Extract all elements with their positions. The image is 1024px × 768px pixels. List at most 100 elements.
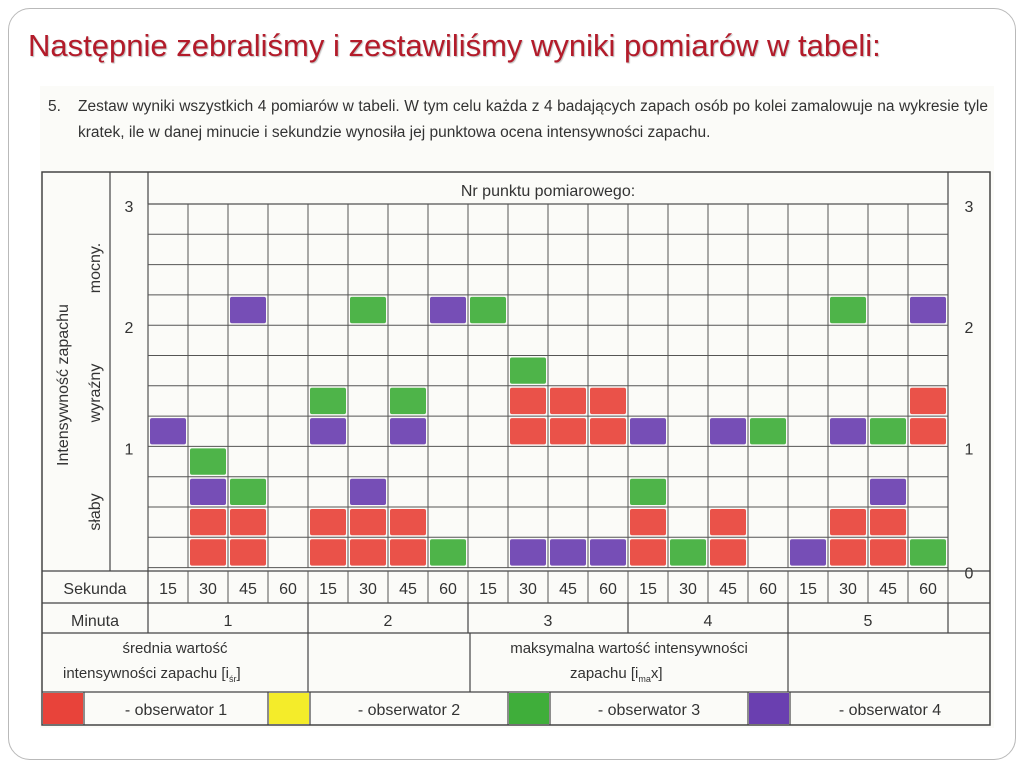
- minutes-row-label: Minuta: [71, 613, 119, 630]
- second-tick: 30: [519, 581, 537, 598]
- y-tick-right: 0: [965, 566, 974, 583]
- table-border: [41, 171, 991, 726]
- chart-cell-obserwator-1: [710, 539, 746, 566]
- second-tick: 30: [199, 581, 217, 598]
- second-tick: 60: [599, 581, 617, 598]
- second-tick: 45: [879, 581, 897, 598]
- chart-cell-obserwator-3: [910, 539, 946, 566]
- chart-cell-obserwator-1: [510, 387, 546, 415]
- chart-cell-obserwator-3: [310, 387, 346, 415]
- chart-cell-obserwator-4: [430, 296, 466, 324]
- y-tick-left: 1: [125, 441, 134, 458]
- chart-cell-obserwator-1: [390, 509, 426, 536]
- minute-tick: 4: [704, 613, 713, 630]
- y-tick-left: 2: [125, 320, 134, 337]
- chart-cell-obserwator-1: [590, 387, 626, 415]
- legend-label: - obserwator 4: [839, 702, 941, 719]
- chart-cell-obserwator-4: [590, 539, 626, 566]
- y-tick-right: 3: [965, 199, 974, 216]
- chart-cell-obserwator-1: [230, 539, 266, 566]
- second-tick: 15: [639, 581, 657, 598]
- chart-cell-obserwator-3: [510, 357, 546, 384]
- y-tick-right: 2: [965, 320, 974, 337]
- chart-cell-obserwator-1: [830, 509, 866, 536]
- minute-tick: 1: [224, 613, 233, 630]
- second-tick: 60: [759, 581, 777, 598]
- second-tick: 45: [719, 581, 737, 598]
- y-tick-right: 1: [965, 441, 974, 458]
- second-tick: 15: [479, 581, 497, 598]
- chart-cell-obserwator-1: [310, 539, 346, 566]
- chart-cell-obserwator-4: [910, 296, 946, 324]
- second-tick: 45: [239, 581, 257, 598]
- task-text: Zestaw wyniki wszystkich 4 pomiarów w ta…: [78, 98, 988, 141]
- chart-cell-obserwator-1: [190, 539, 226, 566]
- chart-cell-obserwator-4: [550, 539, 586, 566]
- chart-cell-obserwator-1: [550, 387, 586, 415]
- y-axis-title: Intensywność zapachu: [55, 304, 72, 466]
- chart-cell-obserwator-1: [390, 539, 426, 566]
- chart-cell-obserwator-1: [910, 387, 946, 415]
- max-label: maksymalna wartość intensywności: [510, 640, 748, 657]
- second-tick: 60: [439, 581, 457, 598]
- seconds-row-label: Sekunda: [63, 581, 126, 598]
- legend-label: - obserwator 2: [358, 702, 460, 719]
- legend-swatch: [269, 693, 309, 724]
- legend-swatch: [749, 693, 789, 724]
- chart-cell-obserwator-4: [710, 418, 746, 445]
- legend-label: - obserwator 3: [598, 702, 700, 719]
- chart-cell-obserwator-4: [870, 478, 906, 505]
- chart-cell-obserwator-4: [310, 418, 346, 445]
- chart-cell-obserwator-3: [230, 478, 266, 505]
- y-category-label: wyraźny: [87, 364, 104, 424]
- chart-cell-obserwator-4: [230, 296, 266, 324]
- chart-cell-obserwator-3: [630, 478, 666, 505]
- chart-cell-obserwator-4: [630, 418, 666, 445]
- minute-tick: 2: [384, 613, 393, 630]
- chart-cell-obserwator-1: [550, 418, 586, 445]
- chart-cell-obserwator-1: [910, 418, 946, 445]
- second-tick: 45: [559, 581, 577, 598]
- chart-cell-obserwator-4: [350, 478, 386, 505]
- chart-cell-obserwator-1: [190, 509, 226, 536]
- chart-cell-obserwator-1: [630, 509, 666, 536]
- chart-cell-obserwator-1: [830, 539, 866, 566]
- y-tick-left: 3: [125, 199, 134, 216]
- second-tick: 60: [279, 581, 297, 598]
- y-category-label: słaby: [87, 493, 104, 530]
- chart-cell-obserwator-4: [190, 478, 226, 505]
- minute-tick: 5: [864, 613, 873, 630]
- max-label-line2: zapachu [imax]: [570, 665, 663, 684]
- chart-cell-obserwator-3: [350, 296, 386, 324]
- chart-cell-obserwator-3: [750, 418, 786, 445]
- chart-cell-obserwator-3: [390, 387, 426, 415]
- second-tick: 30: [839, 581, 857, 598]
- chart-cell-obserwator-1: [230, 509, 266, 536]
- task-number: 5.: [48, 98, 61, 115]
- table-header: Nr punktu pomiarowego:: [461, 183, 635, 200]
- second-tick: 15: [799, 581, 817, 598]
- chart-cell-obserwator-4: [790, 539, 826, 566]
- second-tick: 15: [319, 581, 337, 598]
- chart-cell-obserwator-3: [870, 418, 906, 445]
- chart-cell-obserwator-4: [510, 539, 546, 566]
- task-instructions: 5. Zestaw wyniki wszystkich 4 pomiarów w…: [48, 94, 988, 146]
- slide-title: Następnie zebraliśmy i zestawiliśmy wyni…: [28, 28, 881, 63]
- chart-cell-obserwator-1: [870, 509, 906, 536]
- chart-cell-obserwator-4: [390, 418, 426, 445]
- avg-label: średnia wartość: [122, 640, 228, 657]
- y-category-label: mocny.: [87, 243, 104, 293]
- chart-cell-obserwator-1: [350, 539, 386, 566]
- chart-cell-obserwator-3: [830, 296, 866, 324]
- second-tick: 30: [679, 581, 697, 598]
- chart-cell-obserwator-3: [670, 539, 706, 566]
- chart-cell-obserwator-3: [470, 296, 506, 324]
- chart-cell-obserwator-1: [630, 539, 666, 566]
- chart-cell-obserwator-4: [150, 418, 186, 445]
- minute-tick: 3: [544, 613, 553, 630]
- legend-label: - obserwator 1: [125, 702, 227, 719]
- chart-cell-obserwator-3: [430, 539, 466, 566]
- chart-cell-obserwator-1: [590, 418, 626, 445]
- second-tick: 30: [359, 581, 377, 598]
